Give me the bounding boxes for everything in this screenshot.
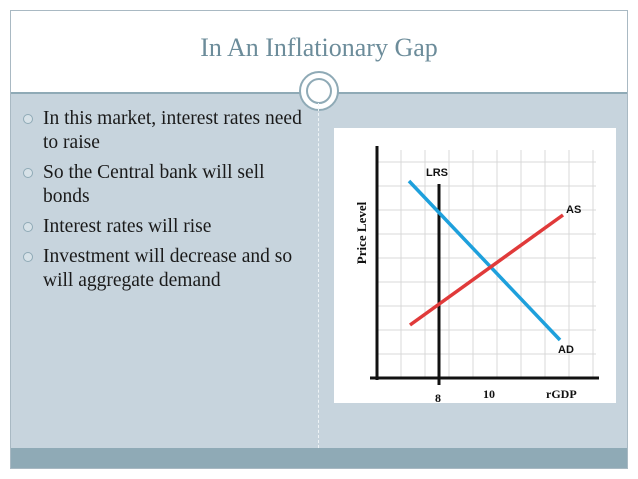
bullet-list: In this market, interest rates need to r… [21, 107, 306, 299]
bullet-text: Investment will decrease and so will agg… [43, 246, 293, 291]
bullet-dot-icon [23, 222, 33, 232]
column-divider [318, 103, 319, 448]
x-axis-label: rGDP [546, 387, 577, 401]
ad-line [407, 179, 562, 342]
bullet-dot-icon [23, 114, 33, 124]
bullet-text: In this market, interest rates need to r… [43, 108, 302, 153]
ad-as-chart: Price Level LRS AS AD 8 10 rGDP [334, 128, 616, 405]
bullet-text: So the Central bank will sell bonds [43, 162, 265, 207]
ring-ornament-icon [299, 71, 339, 111]
x-tick-label: 10 [483, 387, 495, 401]
bullet-item: Interest rates will rise [21, 215, 306, 239]
bullet-text: Interest rates will rise [43, 216, 212, 237]
bullet-item: In this market, interest rates need to r… [21, 107, 306, 155]
lrs-label: LRS [426, 167, 448, 179]
slide-title: In An Inflationary Gap [200, 33, 438, 62]
chart-grid [377, 150, 596, 378]
as-label: AS [566, 204, 581, 216]
chart-svg: Price Level LRS AS AD 8 10 rGDP [354, 146, 599, 405]
bullet-dot-icon [23, 252, 33, 262]
x-tick-label: 8 [435, 391, 441, 403]
bullet-item: Investment will decrease and so will agg… [21, 245, 306, 293]
ad-label: AD [558, 344, 574, 356]
ring-ornament-inner [306, 78, 332, 104]
bullet-dot-icon [23, 168, 33, 178]
footer-band [11, 448, 627, 468]
y-axis-label: Price Level [354, 201, 369, 264]
as-line [408, 213, 565, 327]
bullet-item: So the Central bank will sell bonds [21, 161, 306, 209]
slide: In An Inflationary Gap In this market, i… [10, 10, 628, 469]
